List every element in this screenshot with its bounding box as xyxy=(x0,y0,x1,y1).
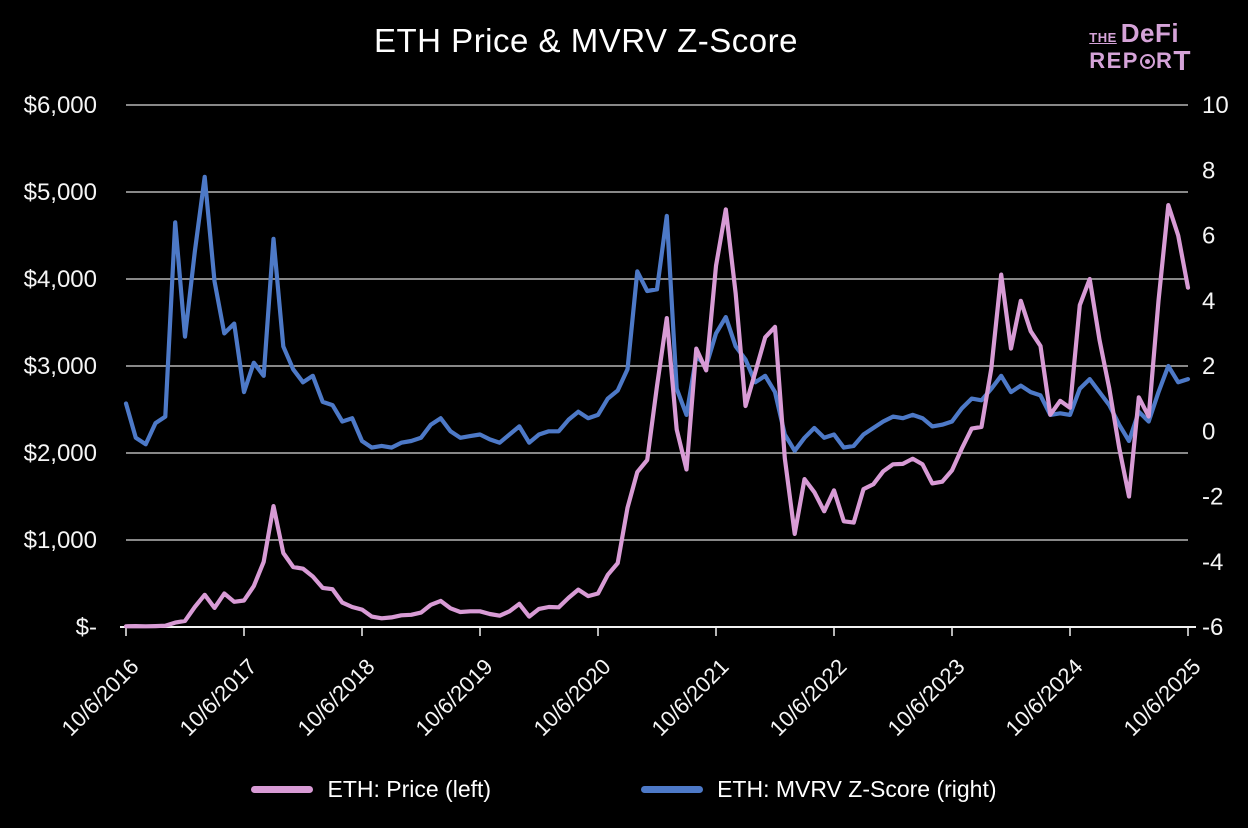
x-axis-label: 10/6/2023 xyxy=(883,654,970,741)
right-axis-label: 0 xyxy=(1202,418,1215,445)
left-axis-label: $6,000 xyxy=(24,92,97,119)
logo-defi-label: DeFi xyxy=(1120,18,1180,48)
x-axis-label: 10/6/2017 xyxy=(175,654,262,741)
right-axis-label: -6 xyxy=(1202,614,1223,641)
right-axis-label: 4 xyxy=(1202,288,1215,315)
bullseye-dot xyxy=(1145,58,1150,64)
logo-line1: THE DeFi xyxy=(1089,20,1192,46)
left-axis-label: $- xyxy=(76,614,97,641)
right-axis-label: -2 xyxy=(1202,484,1223,511)
right-axis-label: 6 xyxy=(1202,223,1215,250)
logo-the-label: THE xyxy=(1089,30,1117,45)
page-title: ETH Price & MVRV Z-Score xyxy=(374,22,798,59)
defi-report-logo: THE DeFi REP R T xyxy=(1089,20,1192,75)
logo-t-label: T xyxy=(1173,45,1192,76)
left-axis-label: $5,000 xyxy=(24,179,97,206)
logo-line2: REP R T xyxy=(1089,47,1192,75)
x-axis-label: 10/6/2025 xyxy=(1119,654,1206,741)
legend-label-price: ETH: Price (left) xyxy=(327,776,492,802)
left-axis-label: $1,000 xyxy=(24,527,97,554)
x-axis-label: 10/6/2016 xyxy=(57,654,144,741)
right-axis-label: 2 xyxy=(1202,353,1215,380)
x-axis-label: 10/6/2020 xyxy=(529,654,616,741)
left-axis-label: $3,000 xyxy=(24,353,97,380)
chart-legend: ETH: Price (left) ETH: MVRV Z-Score (rig… xyxy=(0,776,1248,803)
right-axis-label: 10 xyxy=(1202,92,1229,119)
legend-swatch-price xyxy=(251,786,314,793)
x-axis-label: 10/6/2022 xyxy=(765,654,852,741)
legend-label-zscore: ETH: MVRV Z-Score (right) xyxy=(717,776,997,802)
right-axis-label: 8 xyxy=(1202,157,1215,184)
logo-rep-label: REP xyxy=(1089,48,1139,73)
x-axis-label: 10/6/2018 xyxy=(293,654,380,741)
eth-price-line xyxy=(123,203,1191,629)
logo-r-label: R xyxy=(1156,48,1174,73)
legend-item-eth-price: ETH: Price (left) xyxy=(251,776,491,803)
legend-swatch-zscore xyxy=(641,786,704,793)
right-axis-label: -4 xyxy=(1202,549,1223,576)
x-axis-label: 10/6/2021 xyxy=(647,654,734,741)
left-axis-label: $2,000 xyxy=(24,440,97,467)
x-axis-label: 10/6/2024 xyxy=(1001,654,1088,741)
left-axis-label: $4,000 xyxy=(24,266,97,293)
legend-item-eth-mvrv: ETH: MVRV Z-Score (right) xyxy=(641,776,997,803)
x-axis-label: 10/6/2019 xyxy=(411,654,498,741)
bullseye-icon xyxy=(1140,53,1155,69)
mvrv-zscore-line xyxy=(123,174,1191,453)
